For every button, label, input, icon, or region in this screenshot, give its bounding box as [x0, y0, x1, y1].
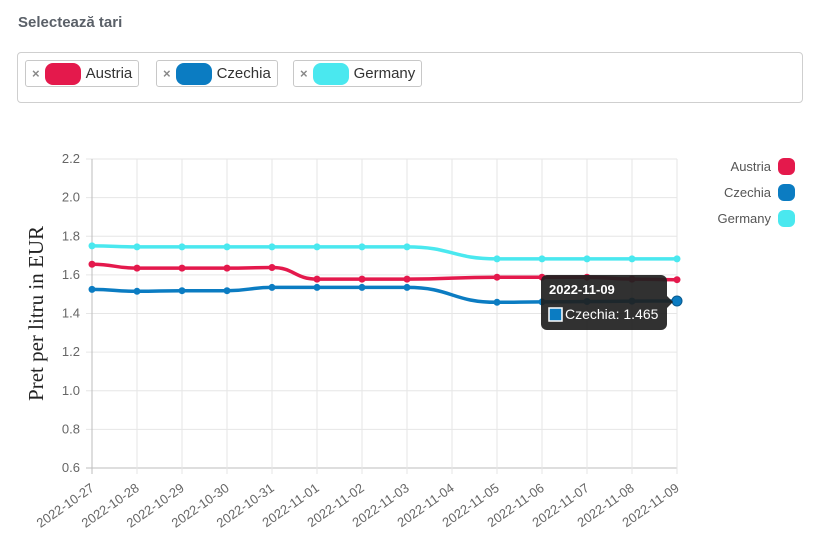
chip-label-austria: Austria [85, 65, 133, 82]
country-multiselect[interactable]: × Austria × Czechia × Germany [17, 52, 803, 103]
data-point-austria [313, 275, 321, 283]
chip-label-czechia: Czechia [216, 65, 271, 82]
data-point-austria [223, 264, 231, 272]
chip-germany: × Germany [293, 60, 423, 87]
y-tick-label: 1.6 [62, 267, 80, 282]
y-tick-label: 1.4 [62, 306, 80, 321]
remove-germany-icon[interactable]: × [300, 66, 308, 81]
data-point-germany [178, 243, 186, 251]
y-tick-label: 1.0 [62, 383, 80, 398]
legend-label-germany: Germany [718, 211, 772, 226]
y-tick-label: 2.2 [62, 151, 80, 166]
tooltip-value: Czechia: 1.465 [565, 306, 659, 322]
data-point-germany [538, 255, 546, 263]
data-point-germany [628, 255, 636, 263]
remove-austria-icon[interactable]: × [32, 66, 40, 81]
data-point-austria [673, 276, 681, 284]
data-point-czechia [358, 283, 366, 291]
y-tick-label: 2.0 [62, 190, 80, 205]
legend-label-austria: Austria [731, 159, 772, 174]
data-point-austria [358, 275, 366, 283]
data-point-germany [268, 243, 276, 251]
data-point-czechia [88, 285, 96, 293]
austria-color-swatch [44, 62, 81, 85]
country-select-label: Selectează tari [18, 14, 123, 31]
data-point-germany [223, 243, 231, 251]
remove-czechia-icon[interactable]: × [163, 66, 171, 81]
data-point-austria [493, 273, 501, 281]
highlighted-point [671, 295, 683, 307]
data-point-germany [313, 243, 321, 251]
data-point-austria [403, 275, 411, 283]
data-point-czechia [403, 283, 411, 291]
y-tick-label: 0.6 [62, 460, 80, 475]
legend-swatch-germany [778, 210, 795, 227]
y-tick-label: 1.2 [62, 344, 80, 359]
data-point-czechia [178, 287, 186, 295]
tooltip-swatch [548, 307, 563, 322]
y-tick-label: 0.8 [62, 421, 80, 436]
tooltip-box [541, 275, 667, 330]
data-point-germany [583, 255, 591, 263]
data-point-austria [88, 260, 96, 268]
y-axis-label: Pret per litru in EUR [24, 226, 48, 401]
data-point-austria [133, 264, 141, 272]
data-point-germany [673, 255, 681, 263]
tooltip-caret [667, 296, 673, 308]
data-point-germany [358, 243, 366, 251]
data-point-germany [88, 242, 96, 250]
data-point-czechia [313, 283, 321, 291]
y-tick-label: 1.8 [62, 228, 80, 243]
legend-swatch-austria [778, 158, 795, 175]
data-point-czechia [133, 287, 141, 295]
legend-label-czechia: Czechia [724, 185, 772, 200]
chip-czechia: × Czechia [156, 60, 278, 87]
data-point-czechia [223, 287, 231, 295]
data-point-germany [133, 243, 141, 251]
data-point-czechia [268, 283, 276, 291]
data-point-germany [493, 255, 501, 263]
germany-color-swatch [312, 62, 349, 85]
chip-austria: × Austria [25, 60, 140, 87]
data-point-germany [403, 243, 411, 251]
chip-label-germany: Germany [353, 65, 416, 82]
tooltip-title: 2022-11-09 [549, 282, 615, 297]
data-point-austria [178, 264, 186, 272]
data-point-austria [268, 264, 276, 272]
legend-swatch-czechia [778, 184, 795, 201]
czechia-color-swatch [175, 62, 212, 85]
data-point-czechia [493, 298, 501, 306]
